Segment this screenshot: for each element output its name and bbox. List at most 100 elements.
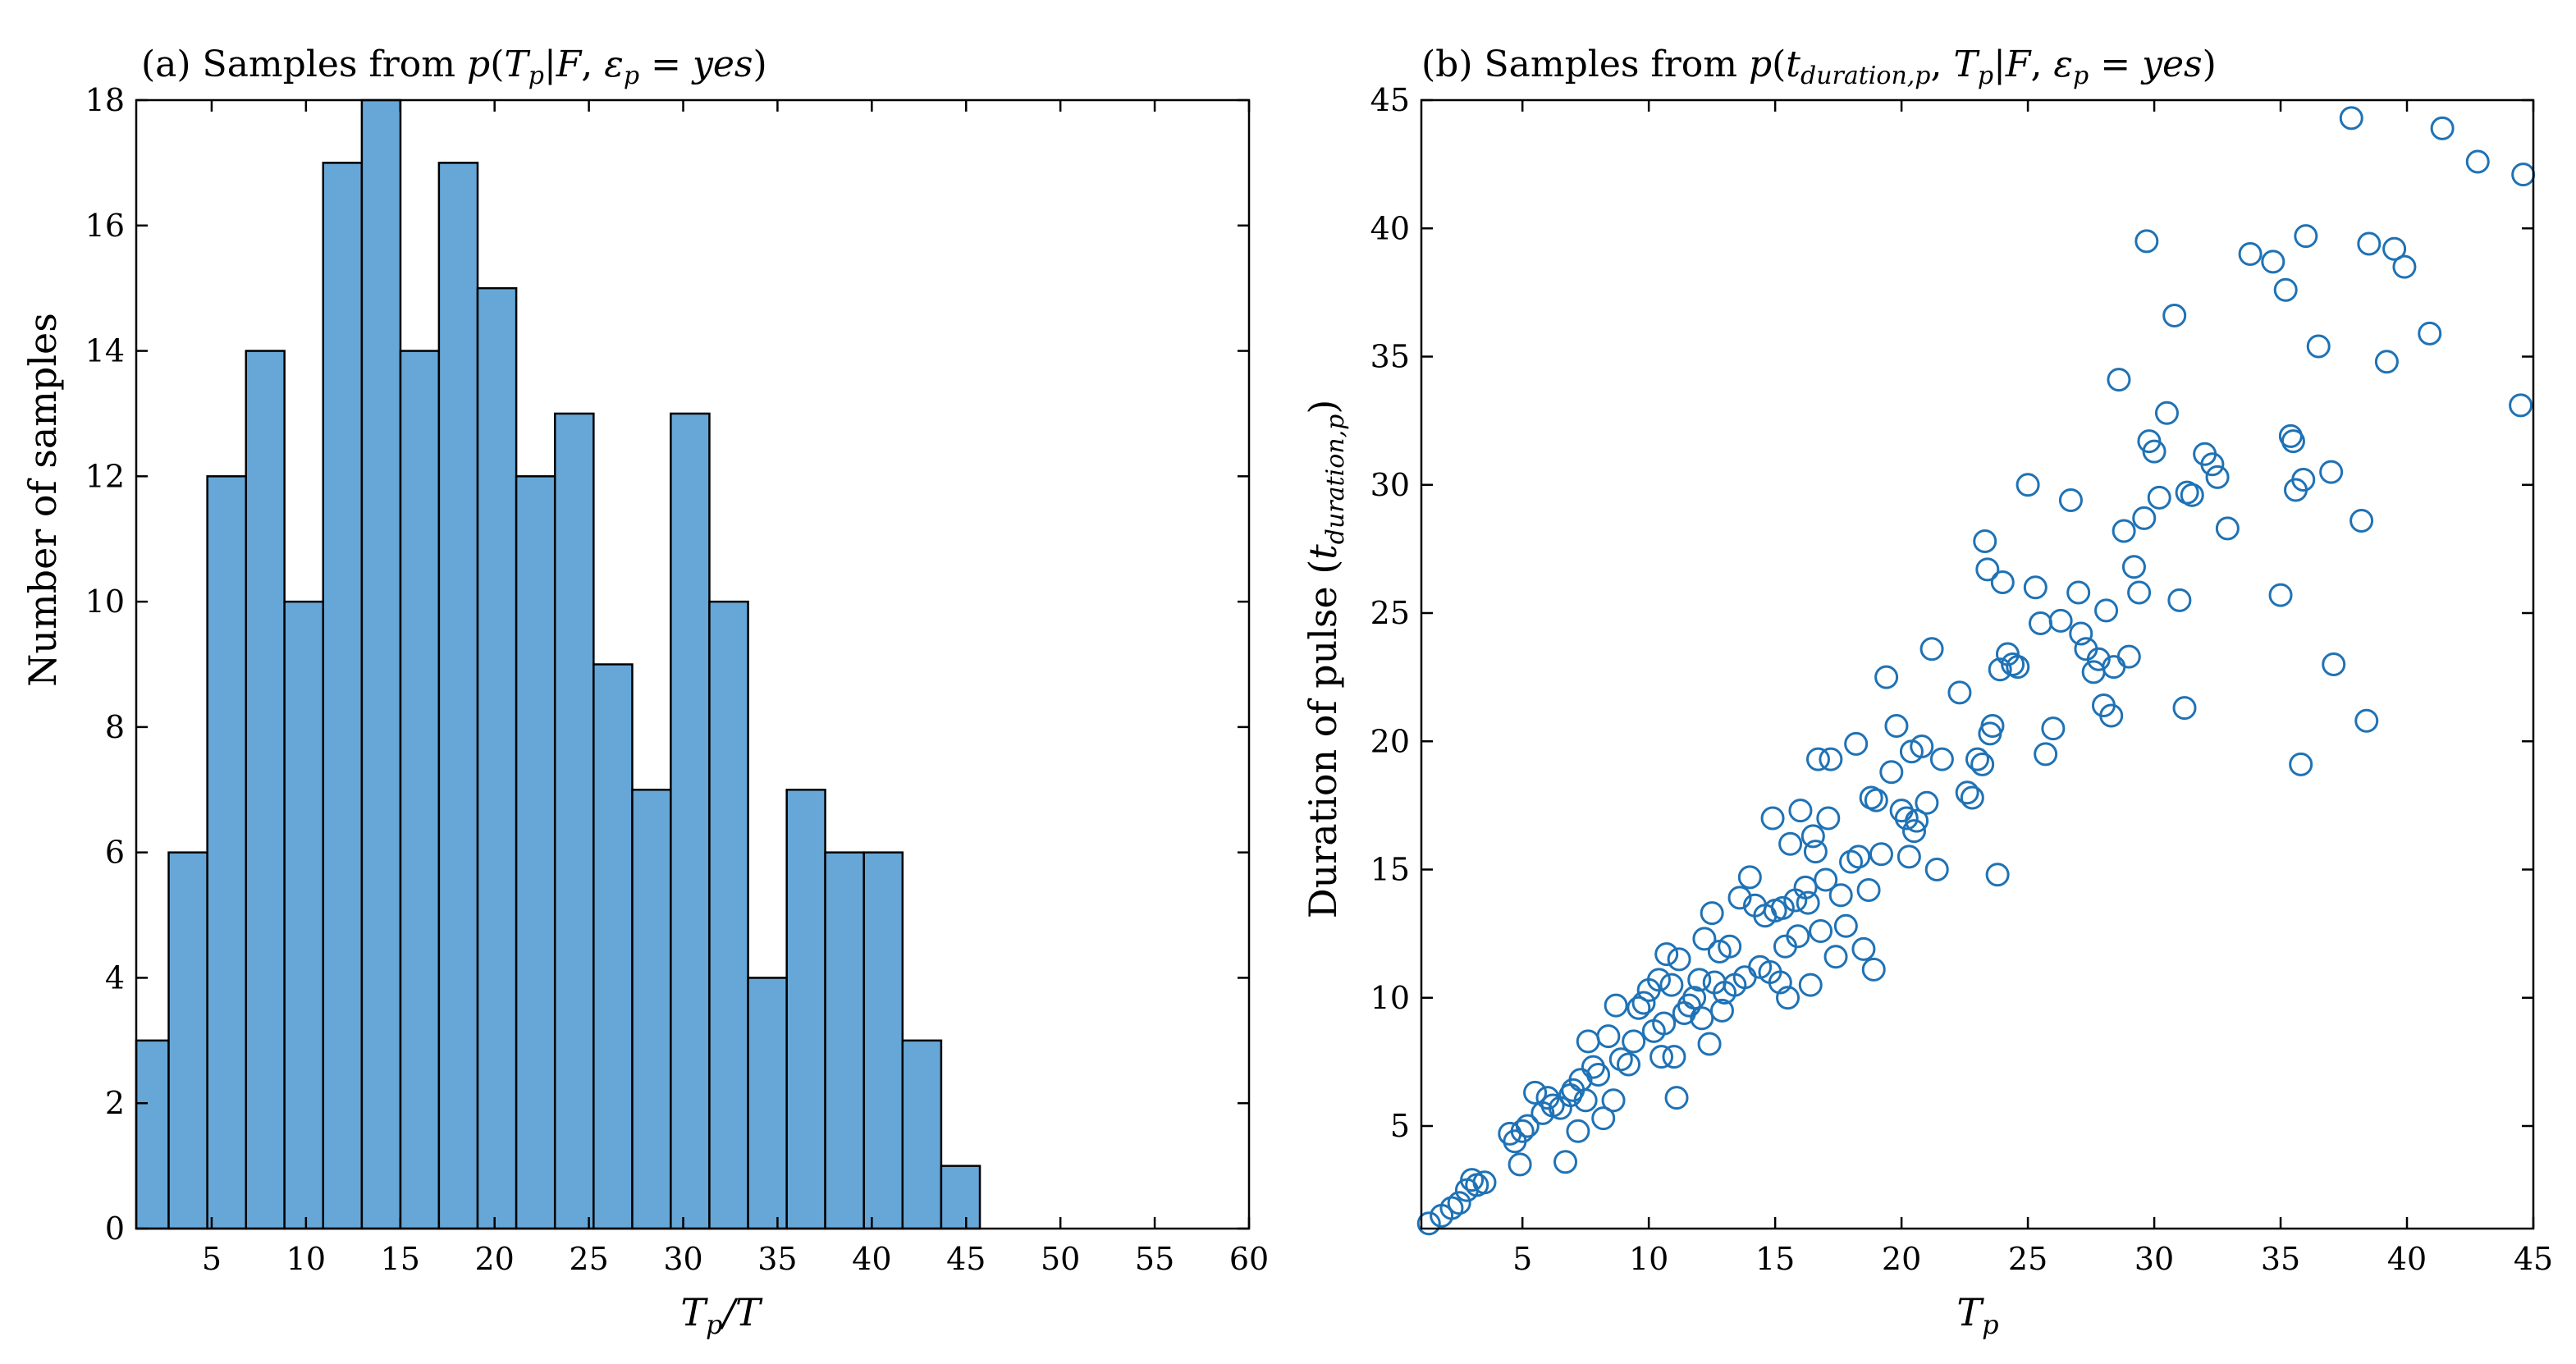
scatter-point-90: [1833, 913, 1858, 938]
scatter-y-tick-label: 5: [1390, 1108, 1410, 1144]
scatter-point-83: [1805, 747, 1830, 771]
scatter-point-35: [1627, 996, 1651, 1020]
scatter-point-116: [1960, 785, 1984, 810]
scatter-point-25: [1576, 1029, 1600, 1054]
scatter-y-tick-label: 45: [1370, 82, 1410, 118]
scatter-y-axis-label: Duration of pulse (tduration,p): [1301, 400, 1350, 919]
scatter-point-44: [1662, 1045, 1686, 1069]
scatter-point-177: [2322, 652, 2346, 676]
scatter-x-axis-label: Tp: [1956, 1290, 1998, 1340]
scatter-point-123: [1985, 863, 2010, 887]
histogram-x-tick-label: 5: [202, 1241, 222, 1277]
scatter-point-46: [1667, 947, 1691, 972]
histogram-x-tick-label: 25: [569, 1241, 608, 1277]
histogram-panel: (a) Samples from p(Tp|F, εp = yes) 5 10 15…: [21, 43, 1269, 1340]
scatter-point-85: [1814, 867, 1838, 892]
scatter-point-79: [1796, 890, 1820, 915]
scatter-point-151: [2134, 229, 2159, 254]
scatter-point-81: [1800, 824, 1825, 849]
scatter-point-146: [2112, 519, 2136, 543]
scatter-x-tick-label: 5: [1512, 1241, 1532, 1277]
scatter-point-132: [2034, 742, 2058, 767]
scatter-point-164: [2215, 516, 2240, 541]
histogram-bar-16: [708, 600, 749, 1230]
histogram-bar-2: [167, 851, 208, 1230]
scatter-point-158: [2172, 696, 2197, 721]
scatter-point-74: [1778, 831, 1803, 856]
scatter-point-156: [2162, 304, 2187, 327]
scatter-point-29: [1596, 1024, 1621, 1049]
scatter-point-183: [2382, 236, 2407, 261]
scatter-point-142: [2094, 598, 2119, 623]
histogram-bar-22: [940, 1165, 981, 1230]
histogram-x-tick-label: 15: [381, 1241, 420, 1277]
scatter-point-28: [1591, 1106, 1616, 1131]
scatter-point-100: [1874, 665, 1899, 689]
scatter-point-129: [2016, 473, 2040, 497]
scatter-point-73: [1776, 986, 1800, 1010]
scatter-point-179: [2350, 509, 2374, 533]
histogram-bar-4: [245, 350, 286, 1230]
histogram-x-tick-label: 55: [1135, 1241, 1174, 1277]
histogram-bar-17: [747, 977, 788, 1230]
histogram-x-tick-label: 10: [286, 1241, 326, 1277]
scatter-point-157: [2167, 588, 2192, 612]
scatter-point-80: [1798, 973, 1823, 997]
scatter-point-26: [1581, 1055, 1605, 1079]
histogram-bar-12: [553, 412, 595, 1230]
scatter-point-53: [1697, 1032, 1722, 1056]
scatter-point-117: [1965, 747, 1989, 771]
histogram-y-tick-label: 2: [105, 1085, 125, 1121]
scatter-point-82: [1803, 840, 1828, 864]
histogram-y-tick-label: 4: [105, 959, 125, 996]
histogram-y-tick-label: 18: [85, 82, 125, 118]
histogram-plot-frame: [135, 98, 1251, 1230]
scatter-point-59: [1718, 934, 1742, 959]
scatter-point-153: [2142, 439, 2166, 464]
scatter-point-122: [1980, 714, 2005, 738]
scatter-point-168: [2273, 277, 2298, 302]
scatter-y-tick-label: 15: [1370, 852, 1410, 888]
scatter-point-34: [1622, 1029, 1646, 1054]
scatter-point-98: [1864, 788, 1888, 812]
histogram-ticks: 5 10 15 20 25 30 35 40 45 50 55 60 0 2 4 6 8 10 12 14 16 18: [85, 82, 1270, 1277]
scatter-point-145: [2107, 368, 2131, 392]
histogram-bar-19: [824, 851, 865, 1230]
histogram-y-tick-label: 10: [85, 584, 125, 620]
scatter-point-187: [2465, 149, 2490, 174]
scatter-point-19: [1553, 1150, 1578, 1174]
scatter-point-49: [1682, 986, 1707, 1010]
scatter-point-103: [1889, 799, 1914, 823]
scatter-panel: (b) Samples from p(tduration,p, Tp|F, εp…: [1301, 43, 2553, 1340]
scatter-point-120: [1975, 557, 2000, 582]
scatter-point-130: [2023, 575, 2048, 600]
scatter-point-170: [2281, 429, 2305, 454]
scatter-point-148: [2121, 555, 2146, 579]
scatter-point-163: [2205, 465, 2230, 489]
scatter-point-181: [2357, 231, 2382, 256]
scatter-point-137: [2069, 621, 2093, 646]
histogram-bar-10: [476, 286, 518, 1230]
scatter-point-71: [1770, 895, 1795, 920]
scatter-point-43: [1659, 973, 1684, 997]
scatter-x-tick-label: 25: [2008, 1241, 2048, 1277]
scatter-ticks: 5 10 15 20 25 30 35 40 45 5 10 15 20 25 30 35 40 45: [1370, 82, 2554, 1277]
histogram-x-tick-label: 30: [663, 1241, 702, 1277]
scatter-point-94: [1851, 936, 1876, 961]
scatter-point-124: [1988, 657, 2012, 682]
scatter-point-186: [2430, 116, 2455, 140]
scatter-point-39: [1646, 968, 1671, 992]
histogram-bar-21: [901, 1039, 943, 1230]
scatter-x-tick-label: 35: [2261, 1241, 2300, 1277]
scatter-point-133: [2041, 716, 2066, 741]
scatter-point-13: [1515, 1114, 1540, 1138]
scatter-point-128: [2006, 655, 2030, 680]
scatter-point-165: [2238, 242, 2263, 266]
scatter-point-77: [1788, 799, 1813, 823]
histogram-y-axis-label: Number of samples: [21, 313, 65, 687]
histogram-bar-18: [785, 789, 826, 1230]
scatter-point-27: [1586, 1063, 1611, 1087]
scatter-point-99: [1869, 842, 1893, 867]
histogram-title: (a) Samples from p(Tp|F, εp = yes): [141, 43, 767, 90]
scatter-point-45: [1664, 1086, 1689, 1110]
